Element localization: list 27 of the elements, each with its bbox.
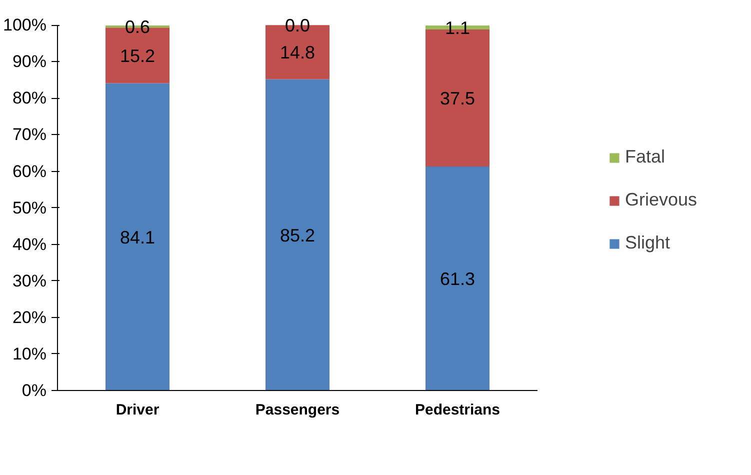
y-tick-label: 30% [12, 271, 47, 290]
y-tick-label: 40% [12, 234, 47, 254]
x-tick-label: Pedestrians [414, 402, 500, 418]
y-tick-label: 60% [12, 162, 47, 181]
bar [266, 79, 330, 390]
y-tick-label: 50% [12, 198, 47, 218]
y-tick-label: 90% [12, 52, 47, 72]
legend-label: Grievous [624, 190, 697, 210]
x-tick-label: Driver [116, 402, 160, 418]
y-tick-label: 70% [12, 125, 47, 144]
y-tick-label: 20% [12, 308, 47, 327]
y-tick-label: 10% [12, 344, 47, 364]
data-label: 61.3 [440, 269, 476, 290]
data-label: 15.2 [120, 46, 156, 66]
legend-label: Slight [624, 232, 670, 254]
y-tick-label: 100% [3, 16, 47, 35]
data-label: 37.5 [440, 88, 476, 109]
data-label: 85.2 [280, 225, 316, 246]
bar [426, 166, 490, 390]
x-tick-label: Passengers [255, 402, 340, 418]
legend-label: Fatal [624, 146, 665, 168]
bar [106, 83, 170, 390]
data-label: 84.1 [120, 227, 156, 248]
y-tick-label: 80% [12, 88, 47, 108]
data-label: 14.8 [280, 42, 316, 63]
y-tick-label: 0% [22, 381, 47, 400]
data-label: 1.1 [444, 18, 470, 38]
